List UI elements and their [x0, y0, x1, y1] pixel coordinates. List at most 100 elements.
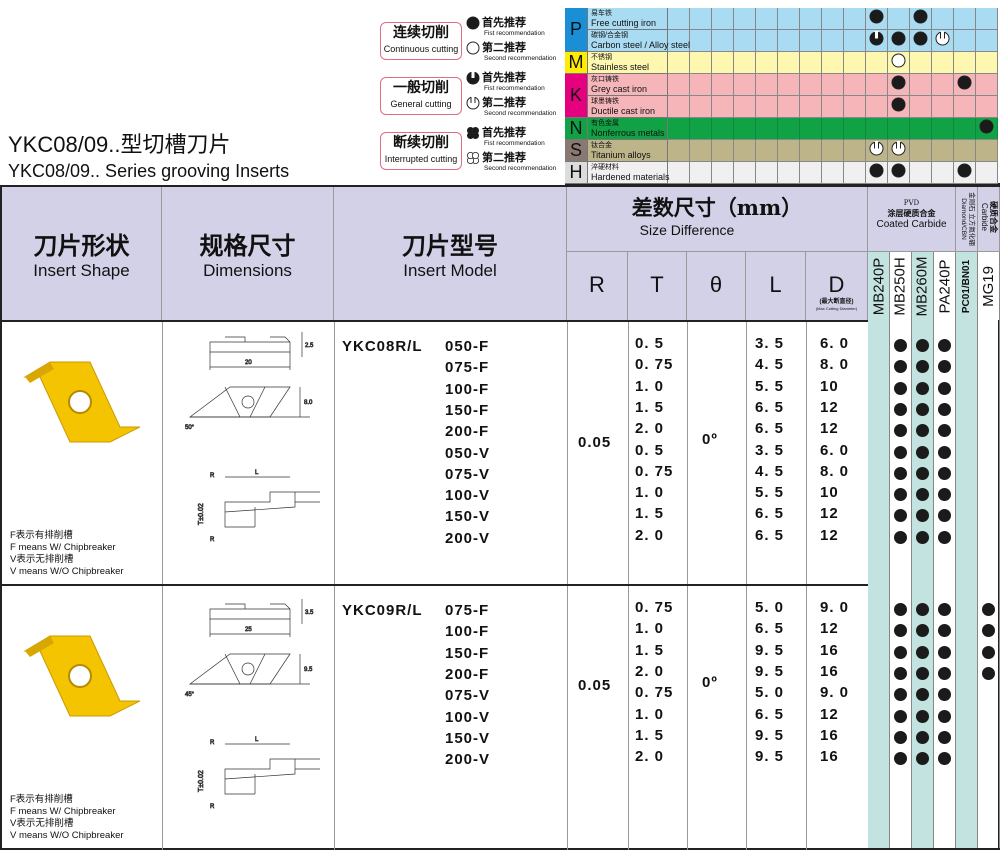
material-cell — [844, 52, 866, 74]
material-cell — [910, 96, 932, 118]
material-cell — [976, 118, 998, 140]
material-cn: 球墨铸铁 — [591, 98, 619, 105]
model-code: 100-F — [445, 623, 490, 641]
material-cn: 淬硬材料 — [591, 164, 619, 171]
grade-available-dot — [916, 645, 929, 659]
material-cell — [932, 162, 954, 184]
grade-available-dot — [894, 645, 907, 659]
l-value: 4. 5 — [755, 462, 785, 480]
material-cell — [954, 52, 976, 74]
legend-first-cn: 首先推荐 — [482, 17, 526, 29]
material-cell — [910, 140, 932, 162]
material-cell — [954, 96, 976, 118]
header-diamond-cbn: 金刚石 立方氮化硼 Diamond/CBN — [956, 187, 978, 252]
header-insert-model: 刀片型号 Insert Model — [334, 187, 567, 320]
material-cell — [888, 30, 910, 52]
header-diamond-cn: 金刚石 立方氮化硼 — [968, 192, 975, 246]
column-divider — [334, 586, 335, 850]
grade-available-dot — [894, 530, 907, 544]
legend-second-recommendation: 第二推荐 Second recommendation — [466, 41, 556, 62]
t-value: 0. 75 — [635, 684, 674, 702]
model-code: 075-V — [445, 465, 491, 483]
material-cell — [756, 118, 778, 140]
l-value: 6. 5 — [755, 620, 785, 638]
material-cell — [844, 162, 866, 184]
d-value: 16 — [820, 726, 839, 744]
dim-angle: 45° — [185, 692, 195, 698]
legend-second-recommendation: 第二推荐 Second recommendation — [466, 151, 556, 172]
material-cell — [756, 140, 778, 162]
material-cell — [712, 52, 734, 74]
d-value: 9. 0 — [820, 684, 850, 702]
material-cell — [690, 8, 712, 30]
recommendation-open-icon — [891, 53, 906, 73]
material-cell — [888, 118, 910, 140]
model-code: 200-V — [445, 529, 491, 547]
dim-angle: 50° — [185, 425, 195, 431]
grade-available-dot — [916, 603, 929, 616]
material-cell — [866, 30, 888, 52]
dimension-drawing: 20 2.5 8.0 50° L R R T±0.02 — [170, 327, 340, 572]
l-value: 6. 5 — [755, 505, 785, 523]
d-value: 12 — [820, 705, 839, 723]
header-carbide: 硬质合金 Carbide — [978, 187, 1000, 252]
material-cell — [910, 118, 932, 140]
grade-available-dot — [938, 666, 951, 680]
open-cross-circle-icon — [466, 151, 480, 165]
material-cell — [954, 140, 976, 162]
grade-available-dot — [894, 402, 907, 416]
material-cell — [734, 52, 756, 74]
material-cell — [800, 140, 822, 162]
legend-first-en: Fist recommendation — [484, 30, 545, 37]
legend-box-continuous-cutting: 连续切削 Continuous cutting — [380, 22, 462, 60]
legend-box-cn: 断续切削 — [393, 135, 449, 151]
insert-shape-image — [20, 631, 141, 726]
column-divider — [687, 322, 688, 584]
header-col-label: D — [828, 272, 845, 297]
material-cell — [844, 30, 866, 52]
material-cell — [932, 74, 954, 96]
recommendation-full-icon — [891, 31, 906, 51]
d-value: 12 — [820, 505, 839, 523]
material-cell — [910, 162, 932, 184]
section-ykc08r-l: F表示有排削槽 F means W/ Chipbreaker V表示无排削槽 V me… — [2, 320, 868, 584]
grade-available-dot — [894, 445, 907, 459]
grade-name-pa240p: PA240P — [934, 252, 956, 320]
l-value: 3. 5 — [755, 335, 785, 352]
material-cell — [976, 52, 998, 74]
grade-available-dot — [938, 488, 951, 502]
material-cell — [712, 96, 734, 118]
material-cell — [888, 52, 910, 74]
insert-table: 刀片形状 Insert Shape 规格尺寸 Dimensions 刀片型号 I… — [0, 185, 1000, 850]
d-value: 12 — [820, 620, 839, 638]
material-cell — [844, 118, 866, 140]
header-coated-cn: 涂层硬质合金 — [887, 208, 936, 218]
header-col-l: L — [746, 252, 806, 320]
material-cell — [844, 8, 866, 30]
column-divider — [567, 586, 568, 850]
t-value: 2. 0 — [635, 420, 665, 438]
t-value: 1. 5 — [635, 505, 665, 523]
recommendation-open-notched-icon — [935, 30, 950, 51]
model-code: 050-V — [445, 444, 491, 462]
legend-box-cn: 一般切削 — [393, 80, 449, 96]
column-divider — [746, 586, 747, 850]
t-value: 1. 0 — [635, 377, 665, 395]
model-code: 050-F — [445, 338, 490, 355]
header-coated-carbide: PVD 涂层硬质合金 Coated Carbide — [868, 187, 956, 252]
chipbreaker-note: V means W/O Chipbreaker — [10, 830, 124, 841]
material-cell — [888, 96, 910, 118]
model-code: 075-F — [445, 359, 490, 377]
grade-available-dot — [916, 730, 929, 744]
grade-column-mb260m — [912, 320, 934, 848]
header-dimensions: 规格尺寸 Dimensions — [162, 187, 334, 320]
header-model-en: Insert Model — [403, 261, 497, 280]
notched-circle-icon — [466, 71, 480, 85]
grade-label: MB240P — [870, 257, 888, 315]
header-dims-en: Dimensions — [203, 261, 292, 280]
legend-first-cn: 首先推荐 — [482, 72, 526, 84]
material-cell — [800, 118, 822, 140]
grade-available-dot — [894, 424, 907, 438]
l-value: 9. 5 — [755, 662, 785, 680]
material-cell — [734, 30, 756, 52]
